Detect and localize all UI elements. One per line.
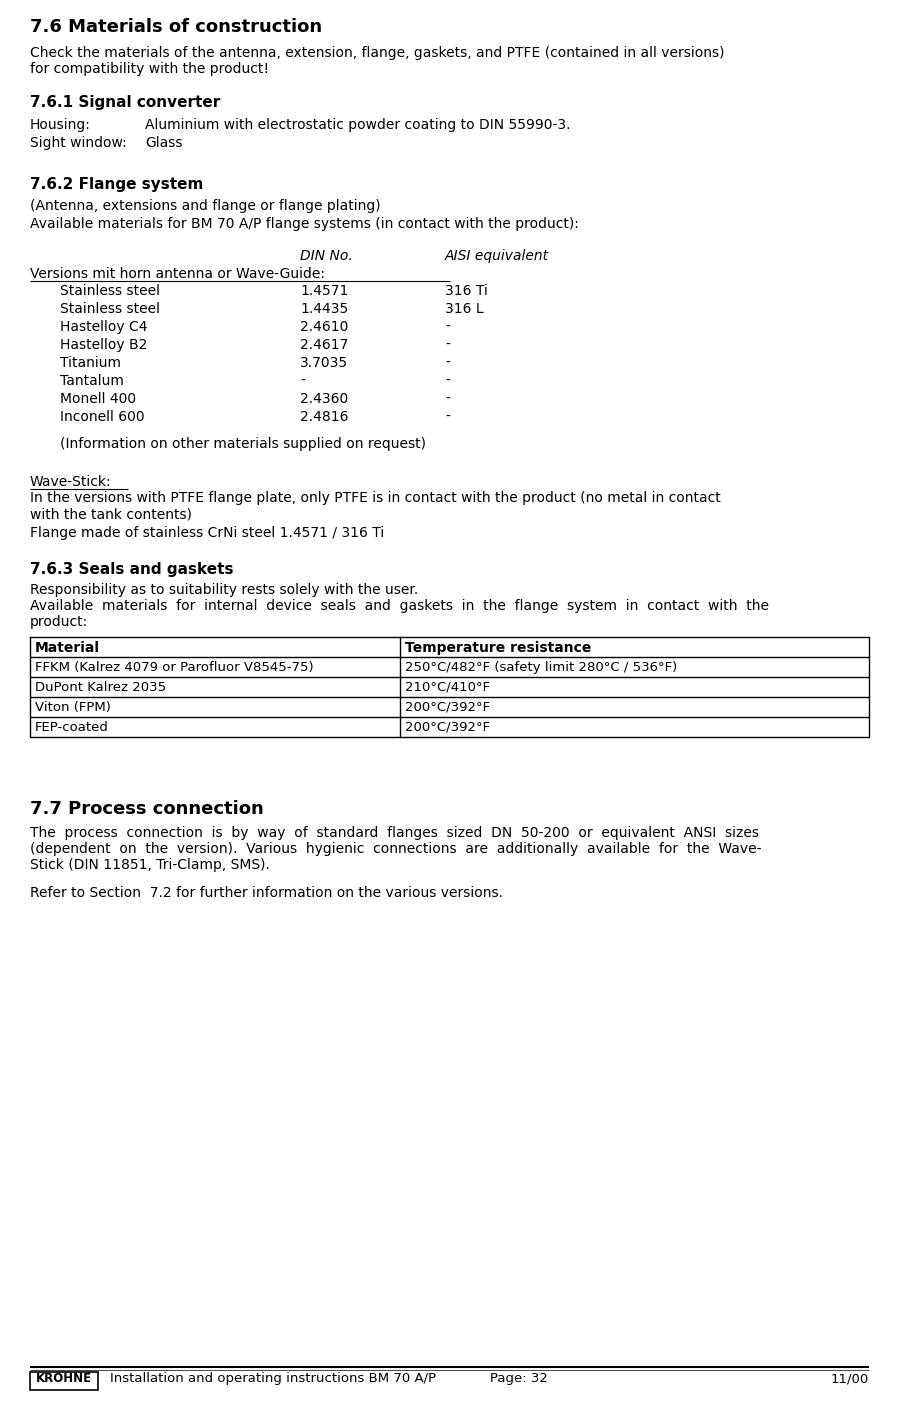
Text: KROHNE: KROHNE (36, 1372, 92, 1384)
Text: 200°C/392°F: 200°C/392°F (405, 721, 490, 734)
Text: Titanium: Titanium (60, 356, 121, 370)
Text: Hastelloy B2: Hastelloy B2 (60, 338, 147, 352)
Text: Responsibility as to suitability rests solely with the user.
Available  material: Responsibility as to suitability rests s… (30, 583, 769, 629)
Text: -: - (300, 373, 305, 387)
Text: Material: Material (35, 641, 100, 655)
Text: 2.4617: 2.4617 (300, 338, 349, 352)
Text: Wave-Stick:: Wave-Stick: (30, 475, 111, 489)
Text: -: - (445, 338, 450, 352)
Text: Tantalum: Tantalum (60, 373, 124, 387)
Text: Viton (FPM): Viton (FPM) (35, 701, 111, 714)
Text: Inconell 600: Inconell 600 (60, 410, 145, 424)
Text: 200°C/392°F: 200°C/392°F (405, 701, 490, 714)
Text: FFKM (Kalrez 4079 or Parofluor V8545-75): FFKM (Kalrez 4079 or Parofluor V8545-75) (35, 660, 314, 674)
Text: -: - (445, 320, 450, 334)
Text: Hastelloy C4: Hastelloy C4 (60, 320, 147, 334)
Text: 7.6.3 Seals and gaskets: 7.6.3 Seals and gaskets (30, 561, 234, 577)
Text: DuPont Kalrez 2035: DuPont Kalrez 2035 (35, 682, 166, 694)
Text: Sight window:: Sight window: (30, 136, 127, 150)
Text: 7.6 Materials of construction: 7.6 Materials of construction (30, 18, 322, 35)
Text: Refer to Section  7.2 for further information on the various versions.: Refer to Section 7.2 for further informa… (30, 887, 503, 899)
Text: Stainless steel: Stainless steel (60, 303, 160, 315)
Text: Stainless steel: Stainless steel (60, 284, 160, 298)
Text: 210°C/410°F: 210°C/410°F (405, 682, 490, 694)
Text: The  process  connection  is  by  way  of  standard  flanges  sized  DN  50-200 : The process connection is by way of stan… (30, 826, 761, 872)
Text: Flange made of stainless CrNi steel 1.4571 / 316 Ti: Flange made of stainless CrNi steel 1.45… (30, 526, 384, 540)
Text: In the versions with PTFE flange plate, only PTFE is in contact with the product: In the versions with PTFE flange plate, … (30, 491, 721, 522)
Text: 1.4571: 1.4571 (300, 284, 349, 298)
Text: 7.7 Process connection: 7.7 Process connection (30, 800, 263, 819)
Text: 7.6.2 Flange system: 7.6.2 Flange system (30, 177, 203, 192)
Text: 316 L: 316 L (445, 303, 484, 315)
Text: 7.6.1 Signal converter: 7.6.1 Signal converter (30, 95, 220, 110)
Text: 316 Ti: 316 Ti (445, 284, 488, 298)
Text: -: - (445, 373, 450, 387)
Text: 2.4360: 2.4360 (300, 392, 348, 406)
Text: 2.4816: 2.4816 (300, 410, 349, 424)
Text: Check the materials of the antenna, extension, flange, gaskets, and PTFE (contai: Check the materials of the antenna, exte… (30, 47, 725, 76)
Text: Housing:: Housing: (30, 117, 91, 132)
Text: (Antenna, extensions and flange or flange plating): (Antenna, extensions and flange or flang… (30, 199, 380, 214)
Text: FEP-coated: FEP-coated (35, 721, 109, 734)
Text: 11/00: 11/00 (831, 1372, 869, 1384)
Text: Glass: Glass (145, 136, 182, 150)
Bar (30, 1372, 98, 1390)
Text: -: - (445, 410, 450, 424)
Text: Temperature resistance: Temperature resistance (405, 641, 592, 655)
Text: Aluminium with electrostatic powder coating to DIN 55990-3.: Aluminium with electrostatic powder coat… (145, 117, 571, 132)
Text: AISI equivalent: AISI equivalent (445, 249, 549, 263)
Text: Monell 400: Monell 400 (60, 392, 136, 406)
Text: -: - (445, 356, 450, 370)
Text: Page: 32: Page: 32 (490, 1372, 547, 1384)
Text: 3.7035: 3.7035 (300, 356, 348, 370)
Text: Installation and operating instructions BM 70 A/P: Installation and operating instructions … (110, 1372, 436, 1384)
Text: 250°C/482°F (safety limit 280°C / 536°F): 250°C/482°F (safety limit 280°C / 536°F) (405, 660, 677, 674)
Text: Available materials for BM 70 A/P flange systems (in contact with the product):: Available materials for BM 70 A/P flange… (30, 216, 579, 230)
Text: -: - (445, 392, 450, 406)
Text: DIN No.: DIN No. (300, 249, 352, 263)
Text: 1.4435: 1.4435 (300, 303, 348, 315)
Text: Versions mit horn antenna or Wave-Guide:: Versions mit horn antenna or Wave-Guide: (30, 267, 325, 281)
Text: 2.4610: 2.4610 (300, 320, 349, 334)
Text: (Information on other materials supplied on request): (Information on other materials supplied… (60, 437, 426, 451)
